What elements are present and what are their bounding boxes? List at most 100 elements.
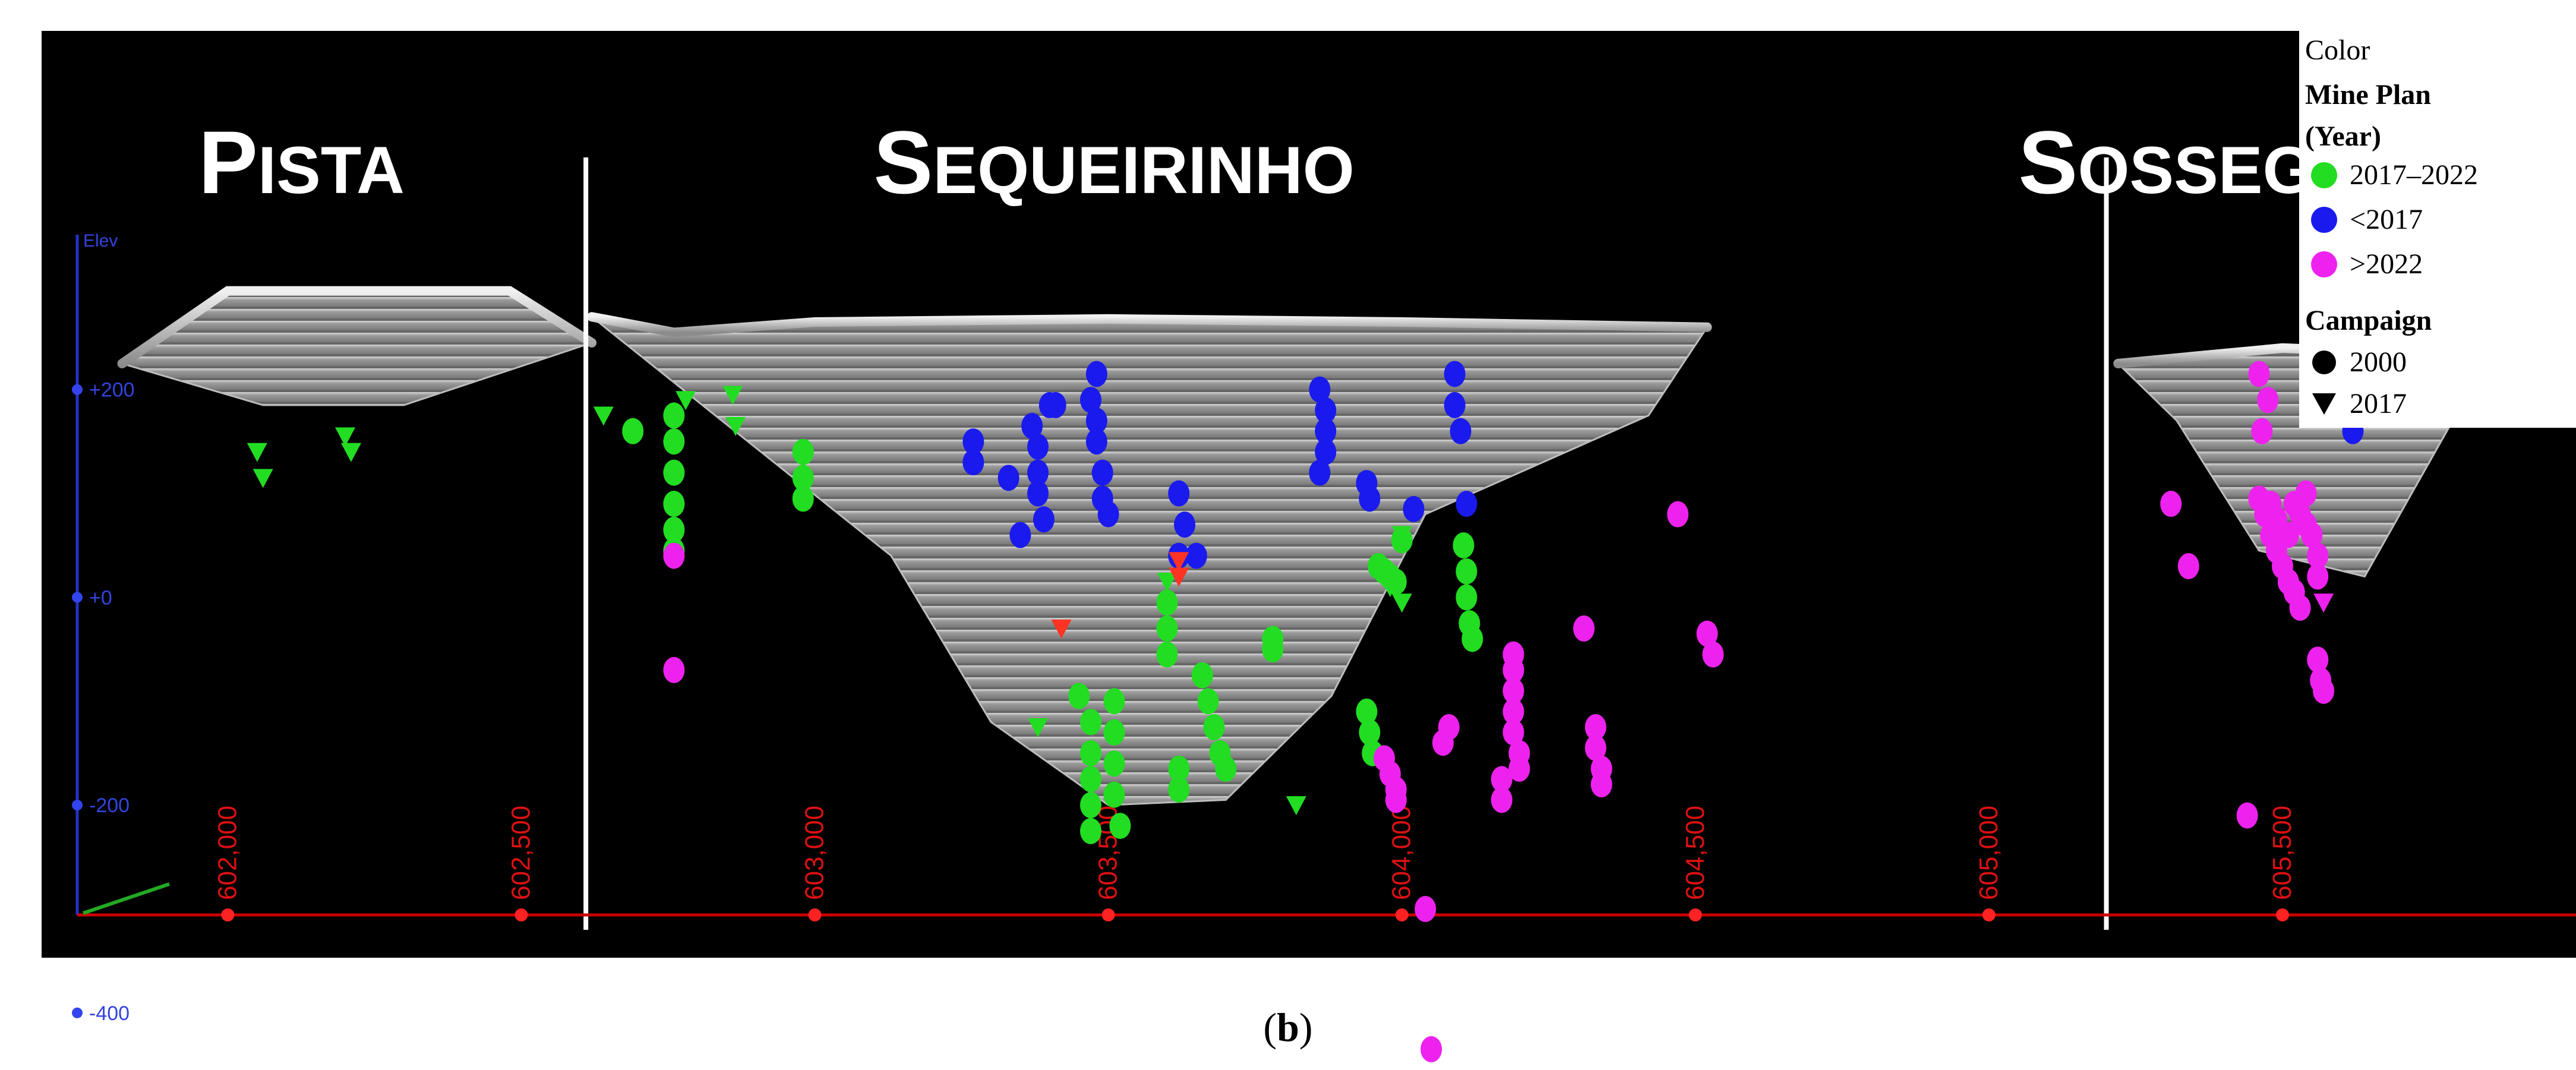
sample-point-gt2022	[1573, 615, 1595, 642]
sample-point-lt2017	[1309, 459, 1331, 486]
sample-point-gt2022	[2295, 480, 2317, 507]
sample-point-gt2022	[2177, 553, 2199, 579]
sample-point-2017-2022	[622, 418, 644, 444]
sample-point-lt2017	[1085, 428, 1107, 455]
sample-triangle-2017-2022	[340, 443, 361, 462]
elev-tick-mark	[72, 384, 83, 395]
sample-point-2017-2022	[1103, 719, 1125, 746]
sample-point-gt2022	[1702, 641, 1724, 668]
sample-point-lt2017	[1444, 361, 1466, 387]
sample-point-lt2017	[1021, 412, 1043, 439]
sample-point-gt2022	[1502, 641, 1524, 668]
sample-point-2017-2022	[1079, 709, 1101, 736]
sample-point-lt2017	[1091, 459, 1113, 486]
region-label-rest: ISTA	[258, 133, 405, 207]
legend-campaign-title: Campaign	[2305, 305, 2432, 336]
sample-point-gt2022	[2307, 542, 2329, 569]
easting-tick-mark	[1395, 908, 1409, 921]
sample-point-lt2017	[962, 449, 984, 476]
sample-triangle-2017-2022	[1391, 594, 1412, 613]
elevation-ticks: +200 +0 -200 -400	[72, 379, 135, 1025]
sample-point-gt2022	[2236, 802, 2258, 829]
elev-tick-mark	[72, 592, 83, 603]
sample-triangle-gt2022	[2313, 594, 2334, 613]
sample-point-2017-2022	[663, 491, 685, 517]
sample-triangle-2017-2022	[1157, 573, 1177, 592]
sample-point-gt2022	[663, 542, 685, 569]
sample-triangle-2017-2022	[1286, 796, 1306, 816]
sample-point-2017-2022	[1262, 636, 1284, 662]
sample-point-gt2022	[1590, 771, 1612, 798]
legend-plan-label: 2017–2022	[2350, 159, 2478, 191]
drillhole-samples	[247, 361, 2364, 1063]
sample-point-2017-2022	[1461, 626, 1483, 652]
legend-plan-label: >2022	[2350, 248, 2423, 280]
sample-point-lt2017	[1450, 418, 1472, 444]
caption-letter: b	[1277, 1005, 1299, 1050]
sample-triangle-lt2017	[1169, 567, 1189, 587]
easting-tick-label: 603,000	[800, 806, 829, 900]
sample-point-gt2022	[2277, 522, 2299, 548]
sample-triangle-2017-2022	[247, 443, 267, 462]
sample-triangle-2017-2022	[335, 427, 356, 447]
legend-campaign-triangle	[2312, 393, 2336, 415]
sample-point-gt2022	[1502, 677, 1524, 704]
sample-point-2017-2022	[1197, 688, 1219, 715]
easting-axis	[77, 882, 2576, 917]
easting-tick-label: 605,000	[1974, 806, 2003, 900]
sample-point-2017-2022	[1356, 698, 1378, 725]
legend-plan-swatch	[2311, 207, 2337, 233]
sample-point-2017-2022	[1156, 641, 1178, 668]
sample-point-gt2022	[2248, 361, 2270, 387]
sample-point-2017-2022	[1203, 714, 1225, 740]
sample-point-gt2022	[1491, 766, 1513, 793]
sample-point-lt2017	[1009, 522, 1031, 548]
sample-point-gt2022	[2289, 594, 2311, 621]
figure-caption: (b)	[0, 1004, 2576, 1051]
sample-point-2017-2022	[1385, 569, 1407, 595]
sample-point-lt2017	[1174, 512, 1196, 538]
sample-point-lt2017	[1403, 495, 1425, 522]
caption-close: )	[1299, 1005, 1313, 1050]
sample-point-2017-2022	[1391, 527, 1413, 554]
sample-point-gt2022	[2307, 563, 2329, 590]
sample-point-lt2017	[962, 428, 984, 455]
elev-tick-mark	[72, 800, 83, 811]
sample-point-2017-2022	[663, 402, 685, 429]
legend-plan-swatch	[2311, 162, 2337, 188]
easting-tick-mark	[221, 908, 235, 921]
legend-campaign-circle	[2312, 351, 2336, 374]
sample-point-lt2017	[1309, 376, 1331, 403]
sample-point-gt2022	[1420, 1036, 1442, 1063]
sample-point-gt2022	[2257, 387, 2279, 414]
sample-point-lt2017	[1315, 418, 1337, 444]
sample-point-lt2017	[1085, 361, 1107, 387]
elev-tick-label: -400	[89, 1002, 130, 1025]
legend-plan-label: <2017	[2350, 204, 2423, 235]
easting-ticks: 602,000 602,500 603,000 603,500 604,000 604,5…	[213, 806, 2297, 921]
sample-point-lt2017	[1027, 433, 1049, 460]
region-labels: PISTA SEQUEIRINHO SOSSEGO	[198, 112, 2366, 212]
sample-point-lt2017	[1359, 485, 1381, 512]
sample-point-gt2022	[1508, 755, 1530, 782]
sample-point-lt2017	[997, 465, 1019, 491]
sample-triangle-2017-2022	[675, 391, 696, 411]
easting-tick-mark	[1688, 908, 1702, 921]
sample-point-2017-2022	[663, 428, 685, 455]
sample-point-lt2017	[1044, 392, 1066, 418]
sample-point-2017-2022	[1453, 532, 1475, 558]
sample-point-2017-2022	[1079, 818, 1101, 844]
sample-point-2017-2022	[1068, 683, 1090, 709]
sample-point-2017-2022	[792, 438, 814, 465]
sample-triangle-lt2017	[1051, 619, 1072, 639]
sample-point-2017-2022	[1109, 813, 1131, 839]
sample-point-2017-2022	[1103, 688, 1125, 715]
sample-point-lt2017	[1168, 480, 1190, 507]
legend-campaign-label: 2017	[2350, 388, 2407, 419]
sample-point-gt2022	[1415, 895, 1437, 922]
easting-tick-label: 604,000	[1387, 806, 1416, 900]
region-label-rest: EQUEIRINHO	[933, 133, 1354, 207]
sample-point-gt2022	[1502, 698, 1524, 725]
legend-campaign-items: 2000 2017	[2312, 346, 2407, 419]
